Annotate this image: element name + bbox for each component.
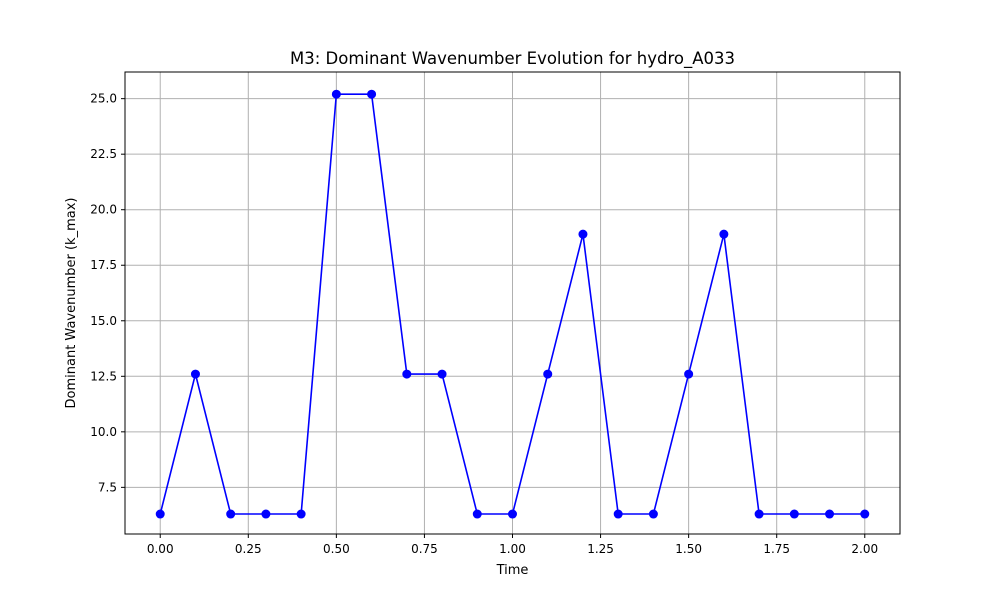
y-tick-label: 7.5: [98, 480, 117, 494]
data-point-marker: [331, 89, 341, 99]
x-tick-label: 1.75: [763, 542, 790, 556]
y-tick-label: 20.0: [90, 203, 117, 217]
series-layer: [155, 89, 870, 519]
data-point-marker: [719, 229, 729, 239]
data-point-marker: [613, 509, 623, 519]
x-tick-label: 0.50: [323, 542, 350, 556]
x-tick-label: 1.00: [499, 542, 526, 556]
data-point-marker: [860, 509, 870, 519]
data-point-marker: [684, 369, 694, 379]
y-tick-label: 15.0: [90, 314, 117, 328]
x-axis-label: Time: [496, 563, 529, 578]
data-point-marker: [190, 369, 200, 379]
data-point-marker: [261, 509, 271, 519]
data-point-marker: [508, 509, 517, 519]
data-point-marker: [648, 509, 658, 519]
chart-title: M3: Dominant Wavenumber Evolution for hy…: [290, 49, 735, 69]
y-axis-label: Dominant Wavenumber (k_max): [64, 198, 79, 409]
y-tick-label: 12.5: [90, 369, 117, 383]
y-tick-label: 25.0: [90, 92, 117, 106]
x-tick-label: 2.00: [851, 542, 878, 556]
data-point-marker: [296, 509, 306, 519]
grid-layer: [125, 72, 900, 534]
data-point-marker: [437, 369, 447, 379]
y-tick-label: 17.5: [90, 258, 117, 272]
y-tick-label: 10.0: [90, 425, 117, 439]
x-tick-label: 1.25: [587, 542, 614, 556]
x-tick-label: 0.00: [147, 542, 174, 556]
y-tick-label: 22.5: [90, 147, 117, 161]
x-tick-label: 0.25: [235, 542, 262, 556]
data-point-marker: [226, 509, 236, 519]
data-point-marker: [155, 509, 165, 519]
data-point-marker: [367, 89, 377, 99]
x-tick-label: 0.75: [411, 542, 438, 556]
tick-layer: 0.00 0.25 0.50 0.75 1.00 1.25 1.50 1.75 2.00 7.5 1…: [90, 92, 878, 556]
data-point-marker: [578, 229, 588, 239]
data-point-marker: [472, 509, 482, 519]
data-point-marker: [825, 509, 835, 519]
data-point-marker: [402, 369, 412, 379]
x-tick-label: 1.50: [675, 542, 702, 556]
data-point-marker: [789, 509, 799, 519]
data-point-marker: [754, 509, 764, 519]
data-point-marker: [543, 369, 553, 379]
